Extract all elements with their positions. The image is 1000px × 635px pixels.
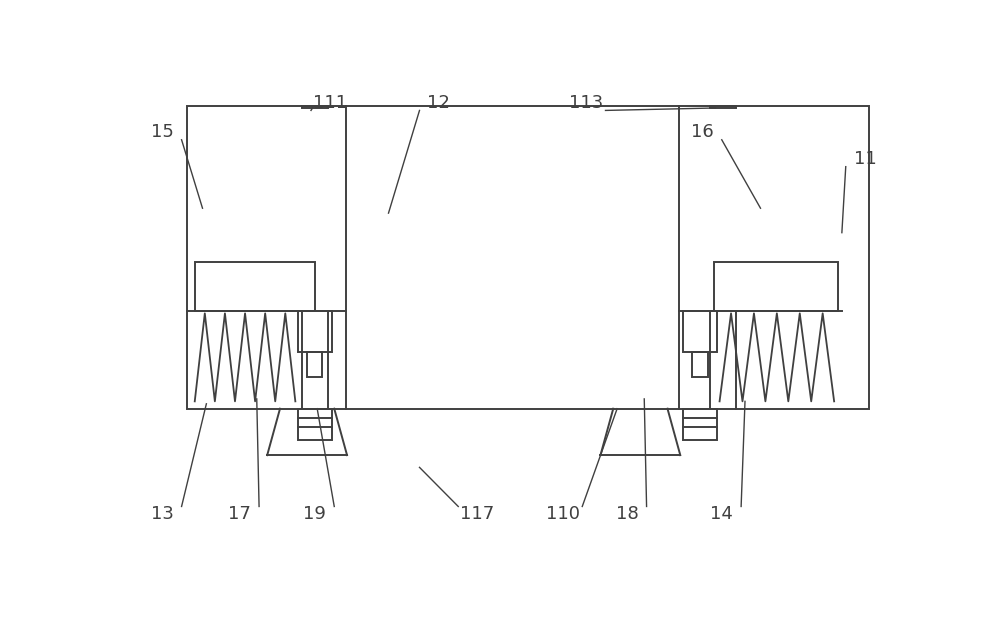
Text: 18: 18 (616, 505, 639, 523)
Text: 14: 14 (710, 505, 733, 523)
Text: 11: 11 (854, 150, 876, 168)
Bar (683, 311, 717, 352)
Text: 113: 113 (569, 94, 603, 112)
Bar (298, 409, 332, 441)
Bar (298, 311, 332, 352)
Bar (195, 262, 315, 311)
Bar (714, 262, 838, 311)
Text: 19: 19 (303, 505, 326, 523)
Text: 12: 12 (427, 94, 450, 112)
Text: 117: 117 (460, 505, 495, 523)
Bar (692, 352, 708, 377)
Bar (710, 105, 736, 108)
Bar (683, 409, 717, 441)
Bar (302, 105, 328, 108)
Bar (307, 352, 322, 377)
Text: 16: 16 (691, 123, 714, 142)
Text: 15: 15 (151, 123, 174, 142)
Text: 13: 13 (151, 505, 174, 523)
Text: 111: 111 (313, 94, 347, 112)
Bar (187, 105, 869, 409)
Text: 17: 17 (228, 505, 251, 523)
Text: 110: 110 (546, 505, 580, 523)
